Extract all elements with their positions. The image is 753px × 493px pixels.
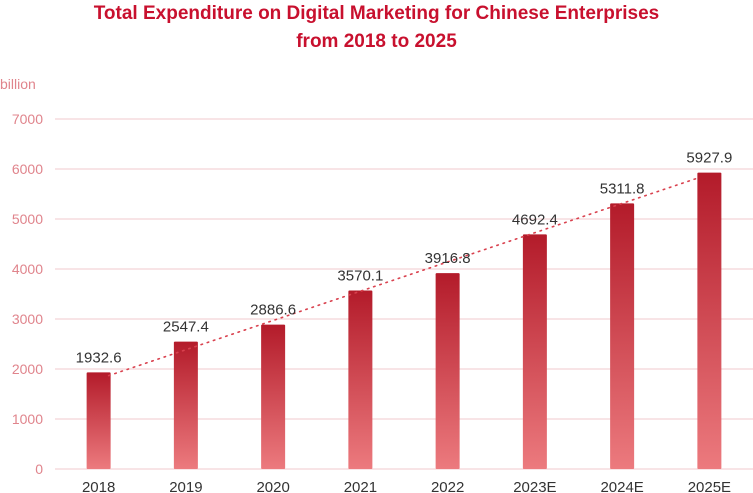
y-tick-label: 2000: [12, 361, 43, 377]
chart-title-line-1: Total Expenditure on Digital Marketing f…: [93, 3, 660, 24]
y-tick-label: 0: [35, 461, 43, 477]
data-label: 5927.9: [686, 150, 732, 167]
bar-2024E: [610, 203, 635, 469]
x-tick-label: 2024E: [600, 479, 643, 493]
x-tick-label: 2025E: [688, 479, 731, 493]
bar-2018: [86, 372, 111, 469]
x-tick-label: 2022: [431, 479, 464, 493]
data-label: 4692.4: [512, 211, 558, 228]
trend-line: [107, 176, 701, 377]
bar-2020: [261, 324, 286, 469]
bar-2022: [435, 273, 460, 469]
x-tick-label: 2023E: [513, 479, 556, 493]
y-tick-label: 7000: [12, 111, 43, 127]
bar-2023E: [522, 234, 547, 469]
y-tick-label: 4000: [12, 261, 43, 277]
data-label: 3916.8: [425, 250, 471, 267]
data-label: 3570.1: [337, 267, 383, 284]
data-label: 2547.4: [163, 319, 209, 336]
bar-2021: [348, 290, 373, 469]
y-tick-label: 5000: [12, 211, 43, 227]
y-tick-label: 3000: [12, 311, 43, 327]
data-label: 5311.8: [600, 180, 645, 197]
data-label: 2886.6: [250, 302, 296, 319]
y-axis-label: billion: [0, 76, 36, 92]
bar-2025E: [697, 172, 722, 470]
x-tick-label: 2021: [344, 479, 377, 493]
x-tick-label: 2020: [256, 479, 289, 493]
x-tick-label: 2018: [82, 479, 115, 493]
chart-title-line-2: from 2018 to 2025: [296, 31, 457, 52]
y-tick-label: 1000: [12, 411, 43, 427]
bar-2019: [173, 341, 198, 469]
x-tick-label: 2019: [169, 479, 202, 493]
data-label: 1932.6: [76, 349, 122, 366]
y-tick-label: 6000: [12, 161, 43, 177]
